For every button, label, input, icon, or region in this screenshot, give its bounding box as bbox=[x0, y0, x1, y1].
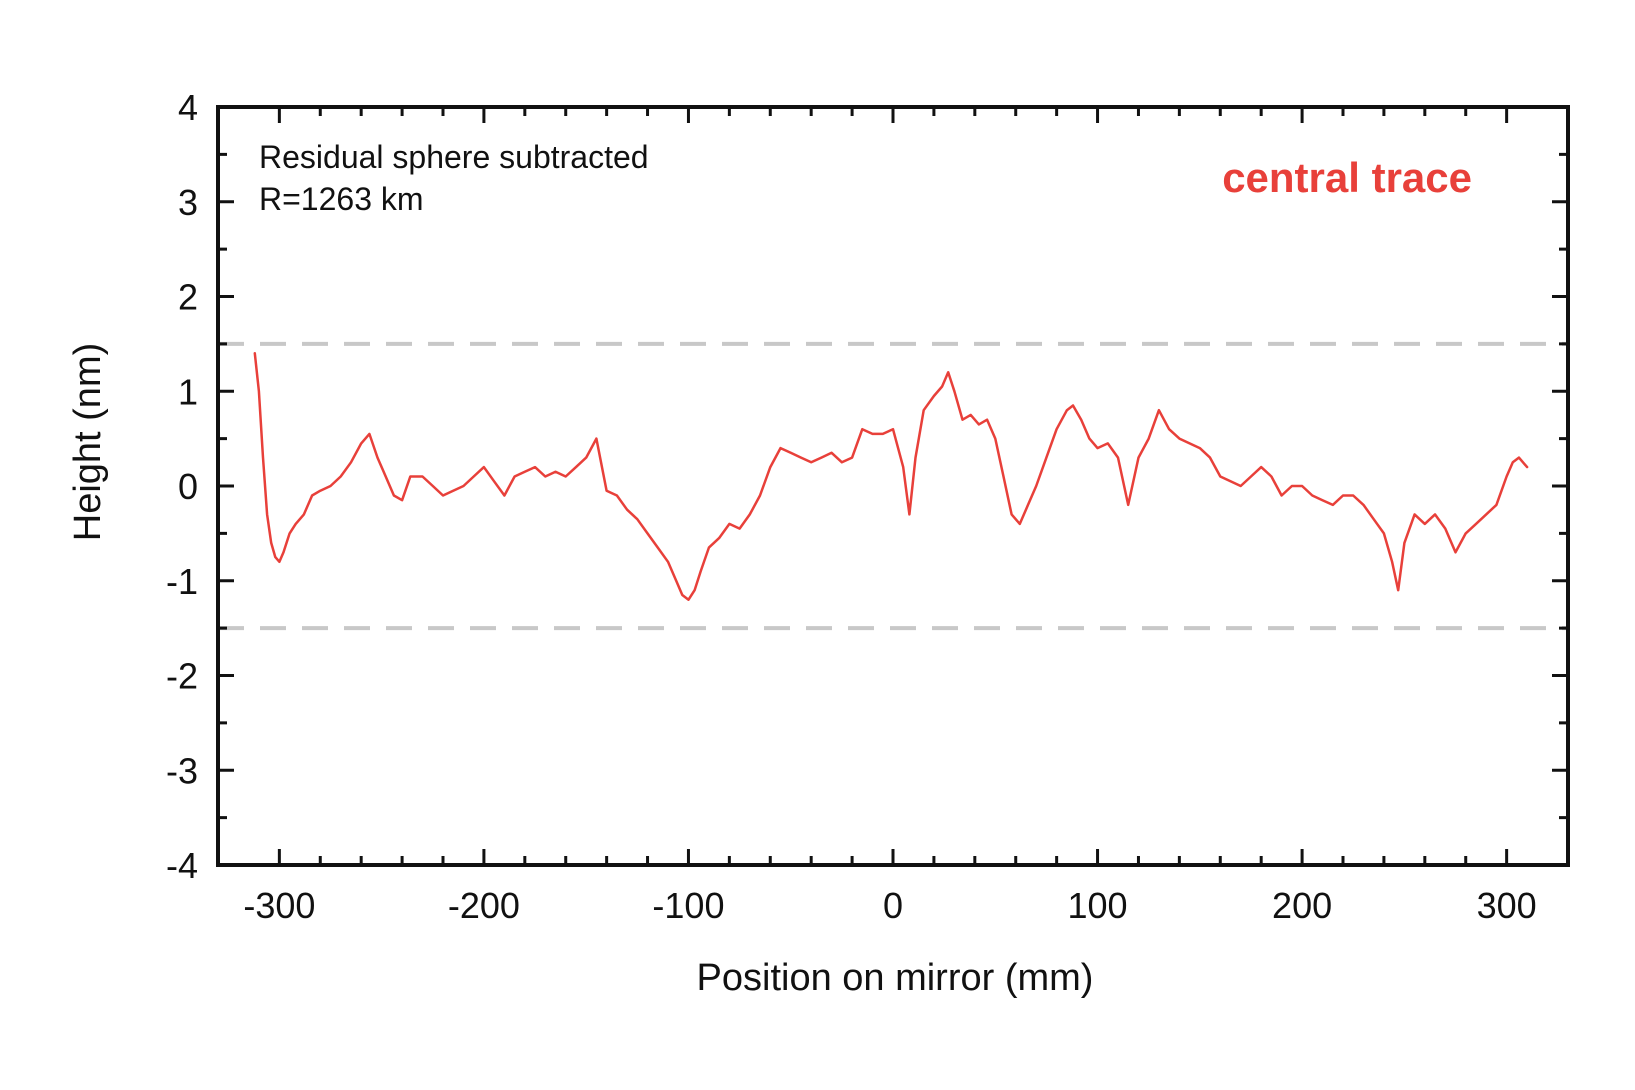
x-tick-labels: -300 -200 -100 0 100 200 300 bbox=[243, 885, 1536, 926]
reference-lines bbox=[218, 341, 1568, 631]
y-tick-labels: 4 3 2 1 0 -1 -2 -3 -4 bbox=[166, 87, 198, 886]
annotation-line-2: R=1263 km bbox=[259, 181, 424, 217]
x-tick-label: -300 bbox=[243, 885, 315, 926]
plot-frame bbox=[216, 105, 1570, 867]
y-tick-label: 2 bbox=[178, 277, 198, 318]
y-tick-label: -4 bbox=[166, 845, 198, 886]
x-tick-label: -200 bbox=[448, 885, 520, 926]
y-tick-label: 3 bbox=[178, 182, 198, 223]
series-layer bbox=[253, 352, 1529, 601]
y-tick-label: -3 bbox=[166, 750, 198, 791]
x-tick-label: 300 bbox=[1477, 885, 1537, 926]
axis-ticks bbox=[218, 105, 1568, 867]
x-tick-label: 200 bbox=[1272, 885, 1332, 926]
series-label: central trace bbox=[1222, 154, 1472, 201]
y-tick-label: 0 bbox=[178, 466, 198, 507]
x-tick-label: 0 bbox=[883, 885, 903, 926]
annotation-line-1: Residual sphere subtracted bbox=[259, 139, 649, 175]
y-tick-label: -1 bbox=[166, 561, 198, 602]
x-tick-label: -100 bbox=[652, 885, 724, 926]
y-tick-label: -2 bbox=[166, 656, 198, 697]
x-tick-label: 100 bbox=[1068, 885, 1128, 926]
y-tick-label: 1 bbox=[178, 371, 198, 412]
series-line-1 bbox=[253, 352, 1529, 601]
x-axis-title: Position on mirror (mm) bbox=[697, 957, 1094, 999]
y-tick-label: 4 bbox=[178, 87, 198, 128]
y-axis-title: Height (nm) bbox=[67, 343, 109, 542]
